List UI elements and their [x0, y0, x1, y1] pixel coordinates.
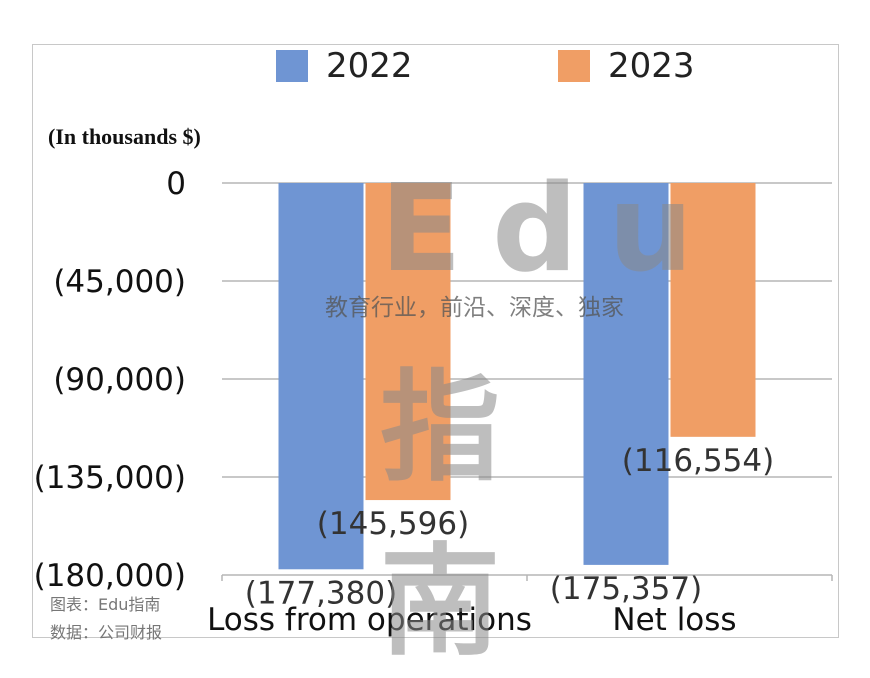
legend-label-2022: 2022 — [326, 46, 413, 86]
y-tick-label: 0 — [166, 166, 186, 202]
bar — [583, 183, 669, 565]
legend-item-2022: 2022 — [276, 46, 413, 86]
x-category-label: Net loss — [612, 602, 736, 638]
source-chart-credit: 图表：Edu指南 — [50, 595, 161, 614]
data-label: (116,554) — [622, 443, 774, 479]
legend-item-2023: 2023 — [558, 46, 695, 86]
y-tick-label: (135,000) — [34, 460, 186, 496]
bar — [365, 183, 451, 501]
y-tick-label: (180,000) — [34, 558, 186, 594]
x-category-label: Loss from operations — [207, 602, 532, 638]
legend-label-2023: 2023 — [608, 46, 695, 86]
bar — [670, 183, 756, 437]
chart-frame — [32, 44, 839, 638]
data-label: (175,357) — [550, 571, 702, 607]
data-label: (177,380) — [245, 575, 397, 611]
legend-swatch-2023 — [558, 50, 590, 82]
bar — [278, 183, 364, 570]
y-tick-label: (45,000) — [53, 264, 186, 300]
data-label: (145,596) — [317, 506, 469, 542]
y-tick-label: (90,000) — [53, 362, 186, 398]
source-data-credit: 数据：公司财报 — [50, 623, 163, 642]
legend: 2022 2023 — [0, 46, 870, 90]
legend-swatch-2022 — [276, 50, 308, 82]
unit-note: (In thousands $) — [48, 124, 201, 149]
